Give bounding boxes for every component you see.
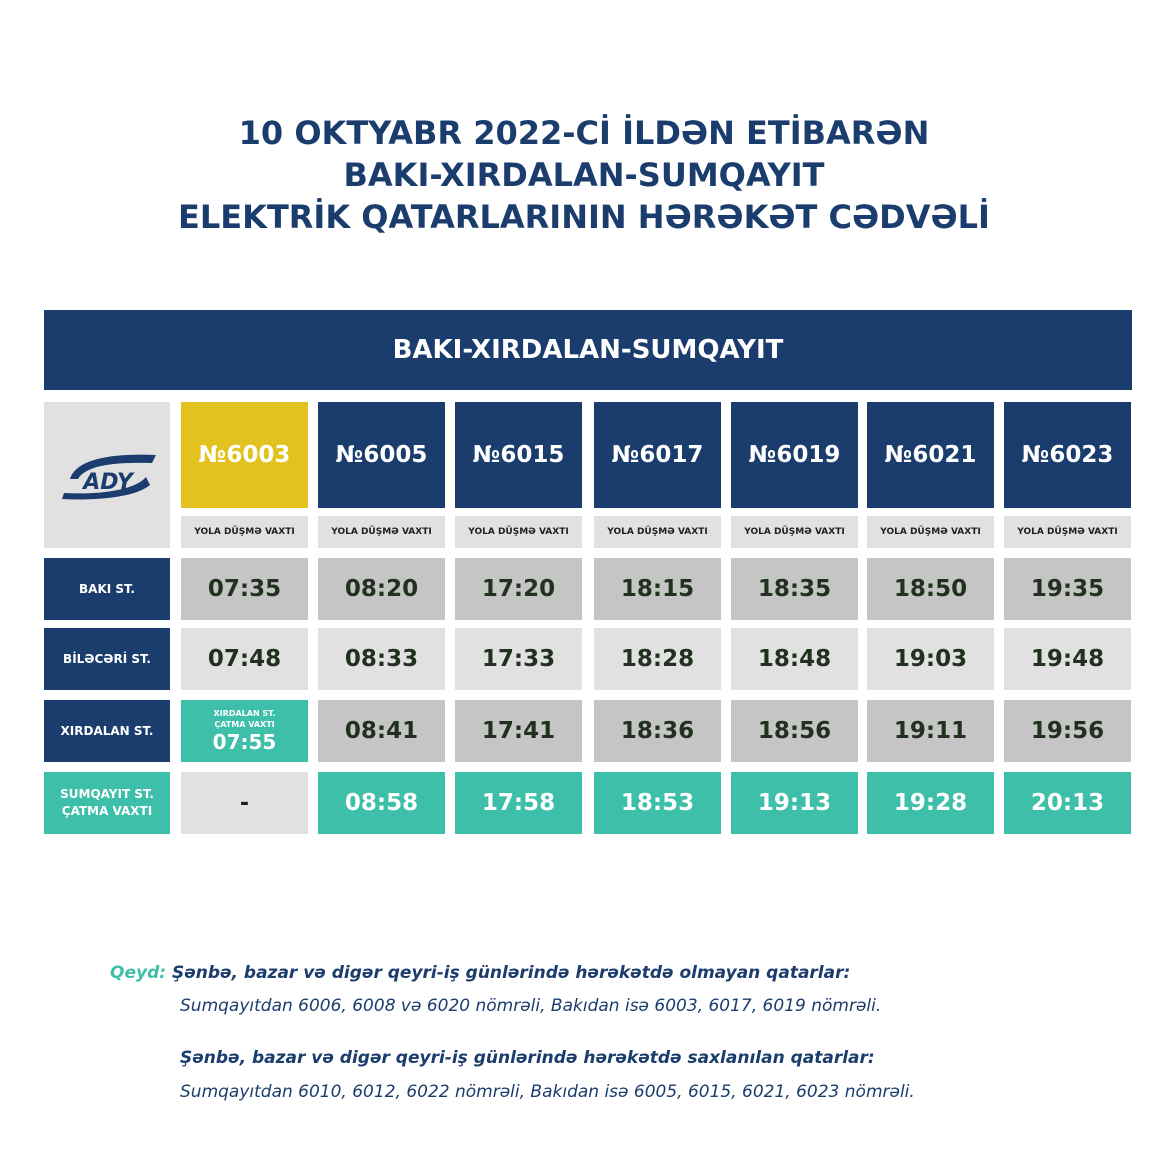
- departure-time-label: YOLA DÜŞMƏ VAXTI: [455, 516, 582, 548]
- time-cell: 19:56: [1004, 700, 1131, 762]
- time-cell: 18:36: [594, 700, 721, 762]
- departure-time-label: YOLA DÜŞMƏ VAXTI: [867, 516, 994, 548]
- time-cell: 18:28: [594, 628, 721, 690]
- title-line-3: ELEKTRİK QATARLARININ HƏRƏKƏT CƏDVƏLİ: [178, 198, 990, 236]
- time-cell: 08:41: [318, 700, 445, 762]
- station-label-line: SUMQAYIT ST.: [60, 787, 154, 801]
- time-cell: 18:15: [594, 558, 721, 620]
- time-cell: 19:48: [1004, 628, 1131, 690]
- departure-time-label: YOLA DÜŞMƏ VAXTI: [181, 516, 308, 548]
- route-banner: BAKI-XIRDALAN-SUMQAYIT: [44, 310, 1132, 390]
- note-label: Qeyd:: [110, 963, 167, 983]
- time-cell: 08:33: [318, 628, 445, 690]
- train-number-header: №6005: [318, 402, 445, 508]
- time-cell: 08:20: [318, 558, 445, 620]
- note-line-2: Sumqayıtdan 6006, 6008 və 6020 nömrəli, …: [180, 996, 882, 1016]
- arrival-time-cell: XIRDALAN ST. ÇATMA VAXTI 07:55: [181, 700, 308, 762]
- departure-time-label: YOLA DÜŞMƏ VAXTI: [594, 516, 721, 548]
- time-cell: 17:41: [455, 700, 582, 762]
- ady-logo-cell: ADY: [44, 402, 170, 548]
- note-line-4: Sumqayıtdan 6010, 6012, 6022 nömrəli, Ba…: [180, 1082, 915, 1102]
- departure-time-label: YOLA DÜŞMƏ VAXTI: [318, 516, 445, 548]
- time-cell: 19:13: [731, 772, 858, 834]
- note-line-1: Qeyd: Şənbə, bazar və digər qeyri-iş gün…: [110, 963, 851, 983]
- departure-time-label: YOLA DÜŞMƏ VAXTI: [731, 516, 858, 548]
- time-cell: 08:58: [318, 772, 445, 834]
- train-number-header: №6019: [731, 402, 858, 508]
- title-line-2: BAKI-XIRDALAN-SUMQAYIT: [343, 156, 825, 194]
- ady-logo-text: ADY: [81, 470, 135, 495]
- time-cell: 19:28: [867, 772, 994, 834]
- train-number-header: №6003: [181, 402, 308, 508]
- train-number-header: №6023: [1004, 402, 1131, 508]
- time-cell: 19:03: [867, 628, 994, 690]
- time-cell: 17:33: [455, 628, 582, 690]
- note-line-3: Şənbə, bazar və digər qeyri-iş günlərind…: [180, 1048, 875, 1068]
- time-cell: 17:20: [455, 558, 582, 620]
- station-label: BİLƏCƏRİ ST.: [44, 628, 170, 690]
- title-line-1: 10 OKTYABR 2022-Cİ İLDƏN ETİBARƏN: [238, 114, 930, 152]
- time-cell: 17:58: [455, 772, 582, 834]
- time-cell: 18:35: [731, 558, 858, 620]
- time-cell: 20:13: [1004, 772, 1131, 834]
- station-label: BAKI ST.: [44, 558, 170, 620]
- time-cell: 18:50: [867, 558, 994, 620]
- page-title: 10 OKTYABR 2022-Cİ İLDƏN ETİBARƏN BAKI-X…: [0, 112, 1168, 238]
- station-label: XIRDALAN ST.: [44, 700, 170, 762]
- time-cell: 19:35: [1004, 558, 1131, 620]
- time-cell: -: [181, 772, 308, 834]
- time-cell: 18:56: [731, 700, 858, 762]
- arrival-time: 07:55: [212, 730, 277, 754]
- train-number-header: №6015: [455, 402, 582, 508]
- time-cell: 18:53: [594, 772, 721, 834]
- arrival-note-line: XIRDALAN ST.: [213, 709, 276, 718]
- time-cell: 07:35: [181, 558, 308, 620]
- train-number-header: №6017: [594, 402, 721, 508]
- arrival-note-line: ÇATMA VAXTI: [214, 720, 275, 729]
- station-label-line: ÇATMA VAXTI: [61, 804, 153, 818]
- time-cell: 07:48: [181, 628, 308, 690]
- departure-time-label: YOLA DÜŞMƏ VAXTI: [1004, 516, 1131, 548]
- ady-logo-icon: ADY: [62, 454, 156, 500]
- train-number-header: №6021: [867, 402, 994, 508]
- station-label: SUMQAYIT ST. ÇATMA VAXTI: [44, 772, 170, 834]
- time-cell: 19:11: [867, 700, 994, 762]
- time-cell: 18:48: [731, 628, 858, 690]
